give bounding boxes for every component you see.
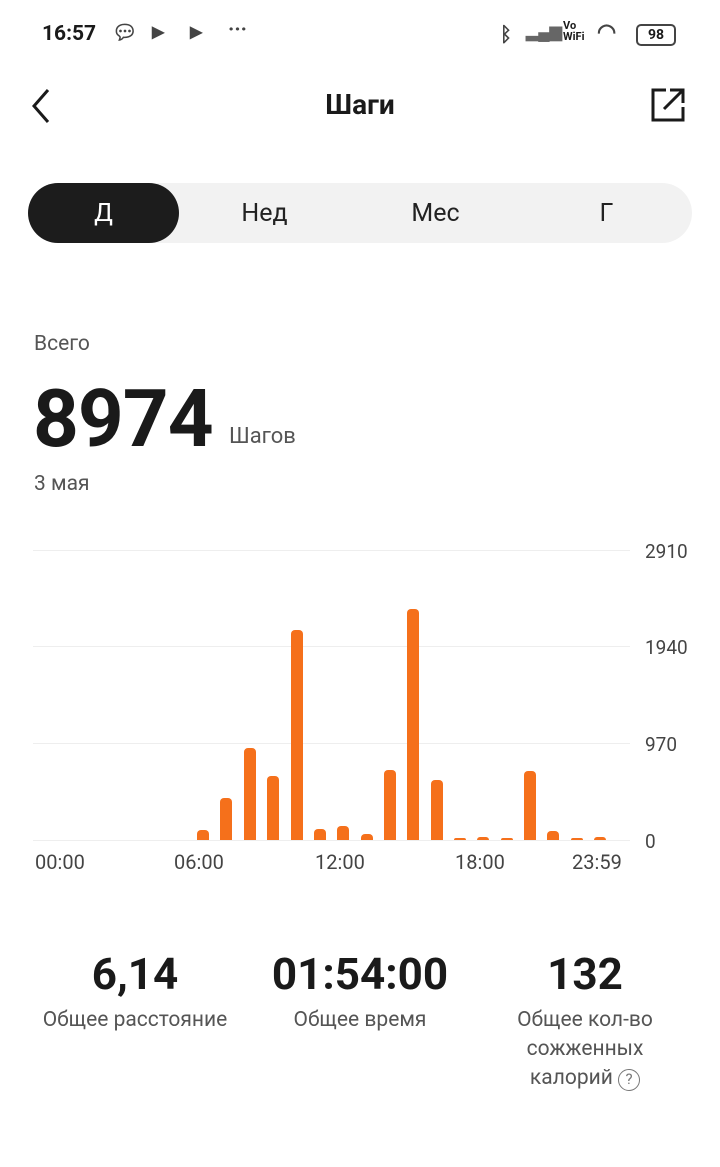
page-title: Шаги bbox=[325, 88, 395, 121]
back-button[interactable] bbox=[28, 84, 58, 128]
x-tick: 00:00 bbox=[35, 850, 85, 874]
stat-label: Общее кол-во сожженных калорий bbox=[517, 1008, 653, 1090]
bar-hour-18 bbox=[477, 837, 490, 840]
y-tick: 970 bbox=[645, 733, 678, 756]
stat-label: Общее расстояние bbox=[42, 1008, 228, 1032]
tab-year[interactable]: Г bbox=[599, 198, 614, 228]
chevron-left-icon bbox=[32, 89, 50, 123]
tab-month[interactable]: Мес bbox=[411, 198, 460, 228]
more-icon: ··· bbox=[228, 18, 248, 42]
stat-value: 6,14 bbox=[91, 948, 179, 1000]
signal-icon: ▂▄▆ bbox=[526, 22, 562, 41]
bar-hour-12 bbox=[337, 826, 350, 840]
play-icon: ▶ bbox=[152, 22, 165, 41]
help-icon[interactable]: ? bbox=[618, 1069, 641, 1091]
x-tick: 23:59 bbox=[572, 850, 622, 874]
bar-hour-22 bbox=[570, 838, 583, 840]
bar-hour-23 bbox=[594, 837, 607, 840]
gridline bbox=[33, 550, 630, 551]
tab-day[interactable]: Д bbox=[28, 183, 179, 243]
bar-hour-13 bbox=[360, 834, 373, 840]
share-icon bbox=[651, 88, 685, 122]
bar-hour-16 bbox=[430, 780, 443, 840]
chat-icon: 💬︎ bbox=[112, 20, 138, 44]
bar-hour-19 bbox=[500, 838, 513, 840]
steps-unit: Шагов bbox=[229, 424, 296, 449]
bar-hour-08 bbox=[243, 748, 256, 840]
bar-hour-21 bbox=[547, 831, 560, 840]
bluetooth-icon: ᛒ bbox=[500, 22, 512, 46]
y-tick: 1940 bbox=[645, 636, 688, 659]
x-tick: 12:00 bbox=[315, 850, 365, 874]
gridline bbox=[33, 646, 630, 647]
stat-calories: 132 Общее кол-во сожженных калорий ? bbox=[465, 948, 705, 1093]
stat-distance: 6,14 Общее расстояние bbox=[15, 948, 255, 1035]
bar-hour-10 bbox=[290, 629, 303, 840]
stat-value: 01:54:00 bbox=[271, 948, 449, 1000]
stat-value: 132 bbox=[547, 948, 623, 1000]
status-time: 16:57 bbox=[42, 22, 97, 46]
y-tick: 2910 bbox=[645, 540, 688, 563]
stat-label: Общее время bbox=[293, 1008, 427, 1032]
date-label: 3 мая bbox=[34, 472, 90, 496]
stat-time: 01:54:00 Общее время bbox=[240, 948, 480, 1035]
total-steps: 8974 bbox=[33, 372, 214, 466]
x-tick: 06:00 bbox=[174, 850, 224, 874]
period-tabs: Д Нед Мес Г bbox=[28, 183, 692, 243]
battery-level: 98 bbox=[647, 27, 665, 43]
share-button[interactable] bbox=[650, 87, 686, 123]
bar-hour-11 bbox=[313, 829, 326, 840]
bar-hour-15 bbox=[407, 608, 420, 840]
bar-hour-20 bbox=[524, 771, 536, 840]
wifi-icon: ◠ bbox=[597, 20, 617, 45]
vowifi-icon: Vo WiFi bbox=[563, 19, 585, 43]
tab-week[interactable]: Нед bbox=[241, 198, 288, 228]
bar-hour-06 bbox=[197, 830, 210, 840]
gridline bbox=[33, 743, 630, 744]
gridline bbox=[33, 840, 630, 841]
battery-icon: 98 bbox=[636, 24, 676, 46]
bar-hour-07 bbox=[220, 798, 233, 840]
bar-hour-17 bbox=[453, 838, 466, 840]
status-bar: 16:57 💬︎ ▶ ▶ ··· ᛒ ▂▄▆ Vo WiFi ◠ 98 bbox=[0, 18, 720, 52]
play-icon: ▶ bbox=[190, 22, 203, 41]
bar-hour-09 bbox=[267, 776, 280, 840]
total-label: Всего bbox=[34, 332, 90, 356]
bar-hour-14 bbox=[383, 770, 396, 840]
y-tick: 0 bbox=[645, 830, 656, 853]
x-tick: 18:00 bbox=[455, 850, 505, 874]
